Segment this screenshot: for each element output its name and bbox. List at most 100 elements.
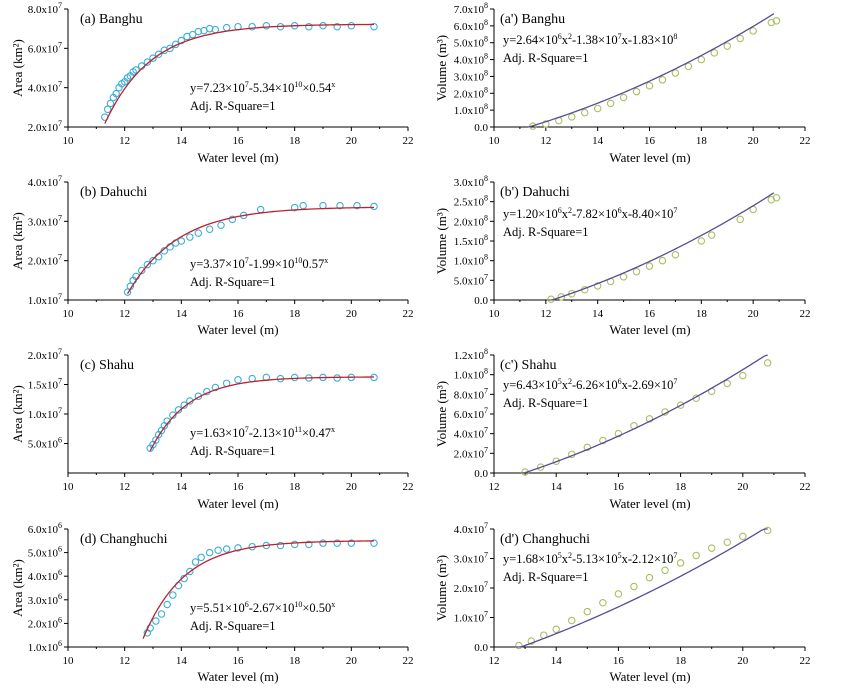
panel-title: (a) Banghu xyxy=(80,12,143,27)
x-tick-label: 22 xyxy=(403,308,414,320)
fit-equation: y=1.68×105x2-5.13×105x-2.12×107 xyxy=(503,551,677,566)
x-axis-label: Water level (m) xyxy=(197,322,278,337)
data-point xyxy=(186,233,194,241)
y-tick-label: 2.0x107 xyxy=(28,253,62,268)
y-tick-label: 2.0x108 xyxy=(454,213,488,228)
fit-equation: y=2.64×106x2-1.38×107x-1.83×108 xyxy=(503,32,677,47)
x-tick-label: 14 xyxy=(176,135,188,147)
panel-8: 12 14 16 18 20 22 0.0 1.0x107 2.0x107 3.0x107 4.0x… xyxy=(434,521,811,684)
data-point xyxy=(697,237,706,245)
y-tick-label: 0.0 xyxy=(474,122,488,134)
data-point xyxy=(710,49,719,57)
data-point xyxy=(749,27,757,35)
x-tick-label: 20 xyxy=(737,655,749,667)
data-point xyxy=(723,538,731,547)
y-tick-label: 6.0x107 xyxy=(454,406,488,421)
y-axis-label: Volume (m³) xyxy=(434,35,449,101)
data-point xyxy=(123,288,132,296)
x-tick-label: 20 xyxy=(748,135,760,147)
data-point xyxy=(353,201,361,210)
y-tick-label: 2.5x108 xyxy=(454,194,488,209)
data-point xyxy=(163,600,171,609)
y-tick-label: 3.0x106 xyxy=(28,592,62,607)
data-point xyxy=(645,573,654,582)
y-tick-label: 4.0x107 xyxy=(28,174,62,189)
data-point xyxy=(166,44,174,53)
data-point xyxy=(299,201,307,210)
fit-curve xyxy=(515,528,768,648)
data-point xyxy=(194,229,203,237)
data-point xyxy=(290,540,299,549)
data-point xyxy=(319,201,327,210)
x-tick-label: 20 xyxy=(737,481,749,493)
x-tick-label: 18 xyxy=(289,135,301,147)
panel-6: 12 14 16 18 20 22 0.0 2.0x107 4.0x107 6.0x107 8.0x… xyxy=(434,347,811,511)
fit-equation: y=5.51×106-2.67×1010×0.50x xyxy=(190,600,335,615)
data-point xyxy=(154,50,163,58)
data-point xyxy=(290,373,299,382)
data-point xyxy=(676,401,685,409)
fit-curve xyxy=(126,206,375,295)
data-point xyxy=(645,81,654,90)
data-point xyxy=(169,591,177,599)
data-point xyxy=(552,625,560,634)
x-tick-label: 12 xyxy=(119,135,130,147)
data-point xyxy=(567,616,576,625)
data-point xyxy=(222,23,231,32)
data-point xyxy=(194,27,203,36)
data-point xyxy=(205,548,214,557)
y-tick-label: 2.0x106 xyxy=(28,615,62,630)
x-tick-label: 22 xyxy=(800,308,811,320)
y-tick-label: 1.0x107 xyxy=(28,292,62,307)
x-tick-label: 10 xyxy=(489,135,501,147)
data-point xyxy=(256,205,265,214)
x-tick-label: 20 xyxy=(346,135,358,147)
data-point xyxy=(112,89,120,98)
data-point xyxy=(248,22,256,31)
data-point xyxy=(606,99,615,108)
data-point xyxy=(661,566,669,575)
data-point xyxy=(103,105,112,114)
data-point xyxy=(370,539,378,547)
y-axis-label: Volume (m³) xyxy=(434,381,449,447)
x-tick-label: 14 xyxy=(551,655,563,667)
y-tick-label: 2.0x107 xyxy=(454,580,488,595)
x-tick-label: 16 xyxy=(233,655,245,667)
panel-3: 10 12 14 16 18 20 22 1.0x107 2.0x107 3.0x107 4.0x1… xyxy=(10,174,414,337)
data-point xyxy=(319,539,327,547)
x-tick-label: 16 xyxy=(644,135,656,147)
panel-title: (c') Shahu xyxy=(500,358,557,373)
data-point xyxy=(197,553,205,562)
fit-curve xyxy=(149,376,375,452)
adj-r-square: Adj. R-Square=1 xyxy=(503,570,589,584)
x-axis-label: Water level (m) xyxy=(609,322,690,337)
x-tick-label: 16 xyxy=(613,655,625,667)
x-tick-label: 20 xyxy=(346,481,358,493)
data-point xyxy=(763,526,772,535)
y-tick-label: 4.0x107 xyxy=(454,426,488,441)
data-point xyxy=(205,24,214,33)
x-tick-label: 16 xyxy=(233,481,245,493)
fit-equation: y=6.43×105x2-6.26×106x-2.69×107 xyxy=(503,377,677,392)
panel-7: 10 12 14 16 18 20 22 1.0x106 2.0x106 3.0x106 4.0x1… xyxy=(10,521,414,684)
y-tick-label: 3.0x108 xyxy=(454,174,488,189)
x-tick-label: 16 xyxy=(644,308,656,320)
data-point xyxy=(177,237,186,245)
y-tick-label: 4.0x106 xyxy=(28,568,62,583)
data-point xyxy=(527,637,536,645)
x-tick-label: 22 xyxy=(403,655,414,667)
x-tick-label: 12 xyxy=(540,135,551,147)
fit-curve xyxy=(104,23,375,124)
data-point xyxy=(347,539,356,547)
x-tick-label: 10 xyxy=(63,481,75,493)
x-tick-label: 22 xyxy=(800,481,811,493)
y-tick-label: 1.5x108 xyxy=(454,233,488,248)
x-tick-label: 18 xyxy=(696,308,708,320)
data-point xyxy=(169,411,177,419)
adj-r-square: Adj. R-Square=1 xyxy=(190,99,276,113)
x-tick-label: 12 xyxy=(119,308,130,320)
data-point xyxy=(234,544,242,552)
data-point xyxy=(222,545,231,553)
y-axis-label: Area (km²) xyxy=(10,39,25,97)
y-tick-label: 4.0x108 xyxy=(454,52,488,67)
